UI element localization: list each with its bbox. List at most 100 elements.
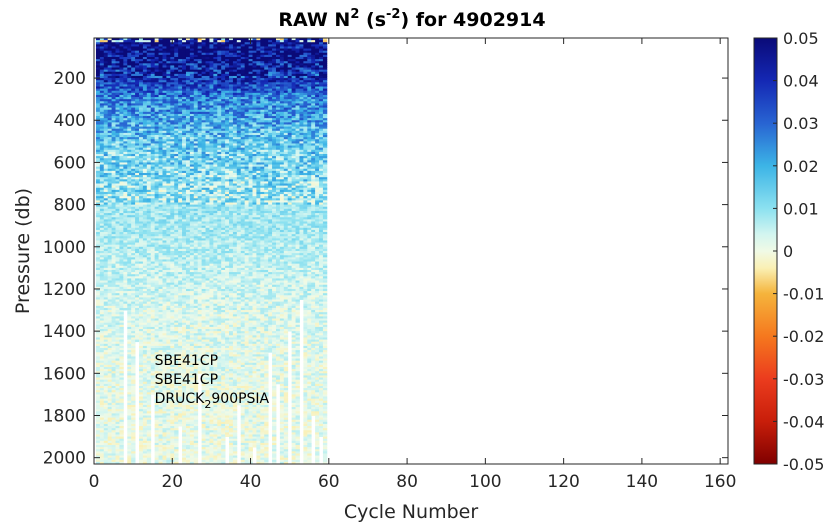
heatmap-cell: [146, 314, 152, 317]
heatmap-cell: [139, 263, 144, 267]
heatmap-cell: [146, 329, 152, 332]
heatmap-cell: [103, 428, 109, 431]
heatmap-cell: [158, 105, 163, 108]
heatmap-cell: [119, 421, 124, 425]
heatmap-cell: [123, 234, 128, 237]
heatmap-cell: [146, 48, 152, 52]
heatmap-cell: [119, 38, 124, 41]
heatmap-cell: [142, 172, 148, 176]
heatmap-cell: [146, 164, 152, 168]
heatmap-cell: [139, 394, 144, 397]
heatmap-cell: [154, 170, 159, 174]
heatmap-cell: [119, 172, 124, 176]
heatmap-cell: [150, 181, 156, 184]
heatmap-cell: [95, 67, 101, 71]
heatmap-cell: [162, 191, 167, 195]
heatmap-cell: [146, 94, 152, 98]
heatmap-cell: [162, 200, 167, 203]
heatmap-cell: [158, 124, 163, 127]
heatmap-cell: [146, 379, 152, 383]
heatmap-cell: [139, 105, 144, 108]
heatmap-cell: [135, 59, 140, 62]
heatmap-cell: [95, 75, 101, 79]
heatmap-cell: [146, 200, 152, 203]
heatmap-cell: [99, 459, 105, 463]
heatmap-cell: [139, 248, 144, 252]
heatmap-cell: [131, 400, 136, 404]
heatmap-cell: [119, 411, 124, 414]
heatmap-cell: [99, 54, 105, 58]
heatmap-cell: [95, 128, 101, 132]
heatmap-cell: [111, 253, 116, 256]
heatmap-cell: [135, 333, 140, 336]
heatmap-cell: [139, 335, 144, 338]
heatmap-cell: [115, 219, 120, 222]
heatmap-cell: [154, 94, 159, 98]
heatmap-cell: [99, 307, 105, 311]
heatmap-cell: [111, 103, 116, 106]
heatmap-cell: [158, 232, 163, 235]
heatmap-cell: [111, 407, 116, 410]
heatmap-cell: [111, 217, 116, 220]
heatmap-cell: [154, 137, 159, 140]
heatmap-cell: [139, 352, 144, 355]
heatmap-cell: [119, 82, 124, 85]
heatmap-cell: [95, 80, 101, 83]
heatmap-cell: [131, 385, 136, 389]
heatmap-cell: [139, 137, 144, 140]
heatmap-cell: [99, 191, 105, 195]
heatmap-cell: [95, 373, 101, 376]
heatmap-cell: [127, 111, 132, 115]
heatmap-cell: [142, 430, 148, 433]
heatmap-cell: [111, 202, 116, 206]
heatmap-cell: [99, 225, 105, 229]
heatmap-cell: [107, 198, 113, 201]
heatmap-cell: [139, 107, 144, 111]
heatmap-cell: [95, 202, 101, 206]
heatmap-cell: [131, 141, 136, 144]
heatmap-cell: [99, 295, 105, 298]
heatmap-cell: [131, 345, 136, 349]
heatmap-cell: [119, 449, 124, 452]
heatmap-cell: [103, 261, 109, 265]
heatmap-cell: [107, 329, 113, 332]
heatmap-cell: [158, 428, 163, 431]
heatmap-cell: [154, 312, 159, 315]
heatmap-cell: [115, 257, 120, 260]
heatmap-cell: [139, 80, 144, 83]
heatmap-cell: [162, 130, 167, 134]
heatmap-cell: [131, 204, 136, 208]
heatmap-cell: [127, 40, 132, 43]
heatmap-cell: [150, 65, 156, 68]
heatmap-cell: [119, 373, 124, 376]
heatmap-cell: [127, 48, 132, 52]
heatmap-cell: [95, 238, 101, 241]
heatmap-cell: [107, 445, 113, 448]
heatmap-cell: [150, 225, 156, 229]
heatmap-cell: [146, 194, 152, 197]
heatmap-cell: [115, 371, 120, 374]
heatmap-cell: [135, 189, 140, 193]
heatmap-cell: [127, 274, 132, 277]
heatmap-cell: [162, 145, 167, 149]
heatmap-cell: [142, 371, 148, 374]
heatmap-cell: [142, 132, 148, 136]
heatmap-cell: [142, 191, 148, 195]
heatmap-cell: [139, 86, 144, 90]
heatmap-cell: [103, 175, 109, 178]
heatmap-cell: [127, 457, 132, 461]
heatmap-cell: [142, 215, 148, 218]
heatmap-cell: [95, 168, 101, 172]
heatmap-cell: [119, 438, 124, 442]
heatmap-cell: [123, 213, 128, 216]
heatmap-cell: [142, 196, 148, 199]
heatmap-cell: [131, 402, 136, 406]
heatmap-cell: [162, 179, 167, 182]
heatmap-cell: [139, 432, 144, 435]
heatmap-cell: [103, 430, 109, 433]
heatmap-cell: [142, 50, 148, 54]
heatmap-cell: [162, 259, 167, 262]
heatmap-cell: [99, 122, 105, 125]
heatmap-cell: [99, 158, 105, 161]
heatmap-cell: [150, 280, 156, 284]
